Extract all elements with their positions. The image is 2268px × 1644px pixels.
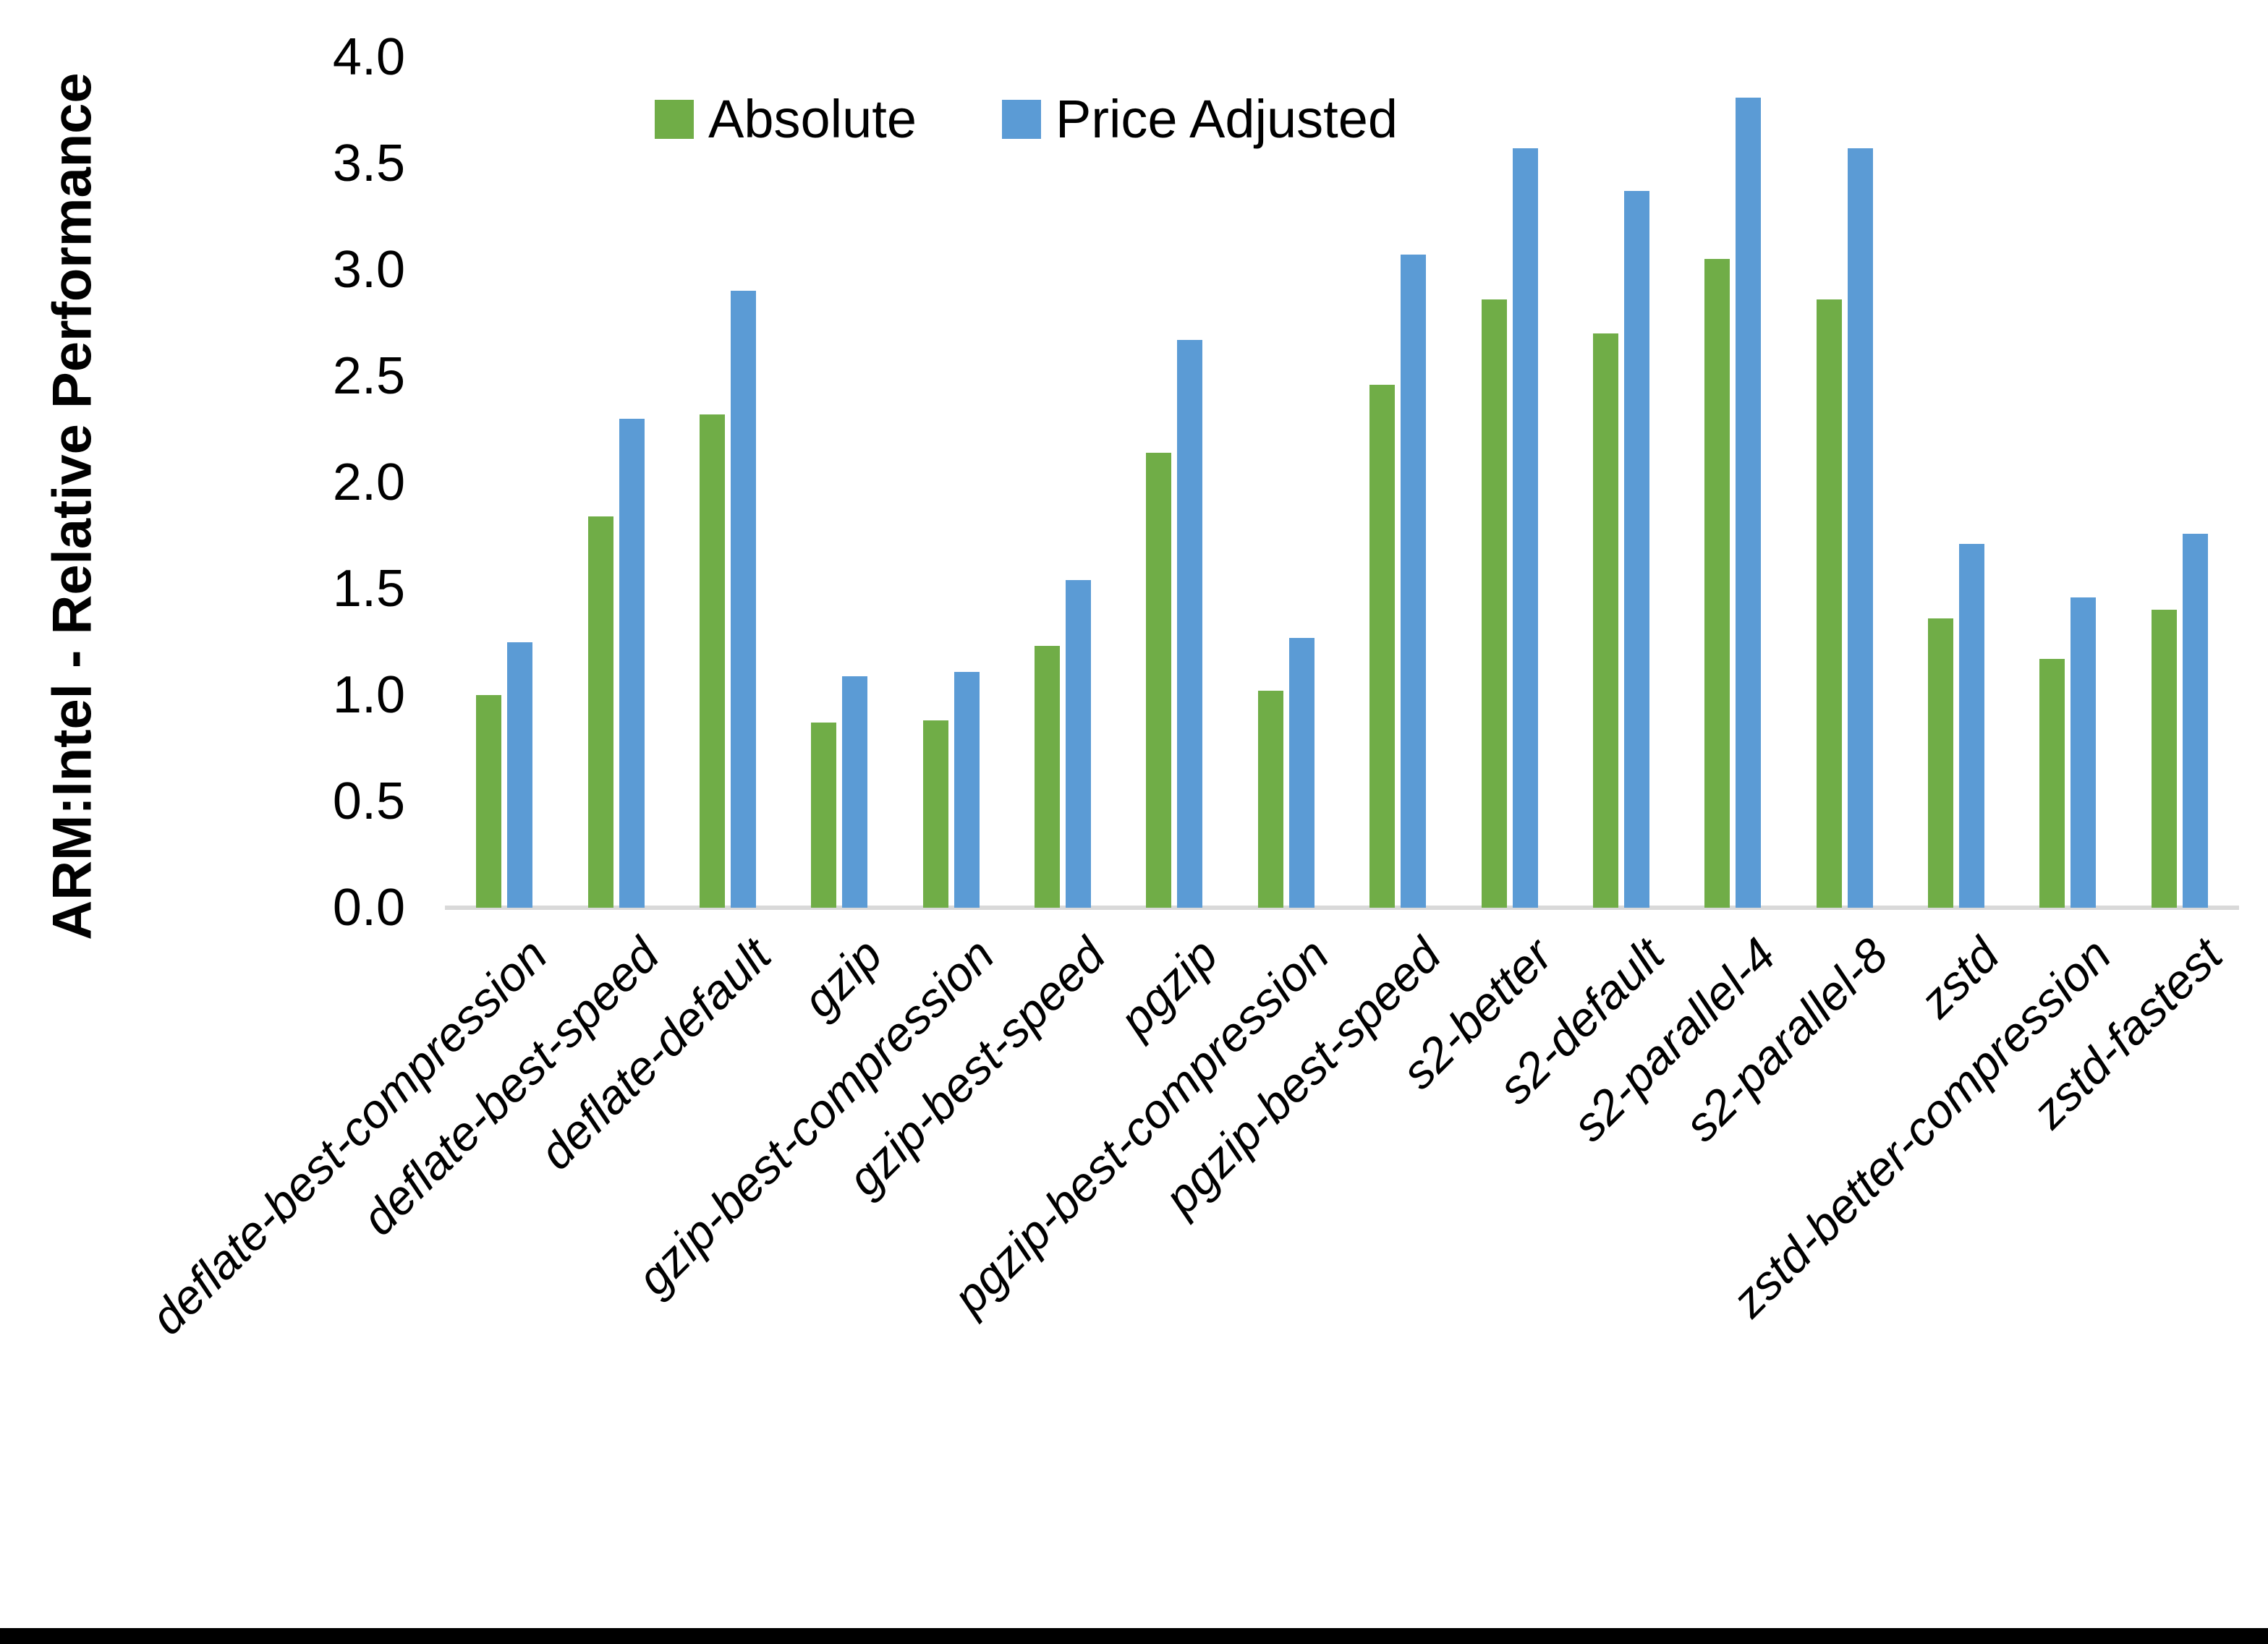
bar-absolute-zstd bbox=[1928, 618, 1954, 908]
legend-swatch-price-adjusted-icon bbox=[1001, 99, 1041, 139]
y-tick-label: 0.0 bbox=[332, 879, 405, 937]
legend-swatch-absolute-icon bbox=[655, 99, 694, 139]
bar-absolute-pgzip bbox=[1146, 452, 1172, 908]
x-axis-line bbox=[445, 906, 2239, 910]
legend-item-price-adjusted: Price Adjusted bbox=[1001, 88, 1398, 150]
legend-item-absolute: Absolute bbox=[655, 88, 917, 150]
y-tick-label: 0.5 bbox=[332, 772, 405, 830]
bar-price-adjusted-s2-default bbox=[1623, 191, 1649, 908]
bar-price-adjusted-s2-parallel-8 bbox=[1847, 148, 1873, 908]
legend-label-absolute: Absolute bbox=[708, 89, 917, 149]
bar-price-adjusted-pgzip bbox=[1177, 340, 1203, 908]
y-tick-label: 3.5 bbox=[332, 135, 405, 192]
bar-absolute-s2-parallel-4 bbox=[1704, 259, 1730, 908]
bar-absolute-deflate-best-speed bbox=[587, 516, 613, 908]
bar-price-adjusted-pgzip-best-speed bbox=[1401, 255, 1427, 908]
y-tick-label: 1.5 bbox=[332, 560, 405, 618]
bar-absolute-gzip-best-speed bbox=[1035, 646, 1061, 908]
bar-absolute-s2-parallel-8 bbox=[1816, 299, 1842, 908]
x-category-label: gzip bbox=[792, 927, 893, 1028]
bar-price-adjusted-zstd-better-compression bbox=[2070, 597, 2097, 908]
bar-price-adjusted-gzip-best-speed bbox=[1066, 580, 1092, 908]
bar-price-adjusted-pgzip-best-compression bbox=[1288, 637, 1314, 908]
bar-price-adjusted-s2-better bbox=[1512, 148, 1538, 908]
bar-price-adjusted-gzip bbox=[842, 676, 868, 908]
bar-price-adjusted-s2-parallel-4 bbox=[1736, 97, 1762, 908]
y-tick-label: 4.0 bbox=[332, 28, 405, 86]
bar-price-adjusted-gzip-best-compression bbox=[954, 671, 980, 908]
bar-absolute-zstd-better-compression bbox=[2039, 659, 2065, 908]
bar-absolute-s2-better bbox=[1481, 299, 1507, 908]
bar-absolute-gzip bbox=[811, 723, 837, 908]
bar-price-adjusted-deflate-best-compression bbox=[507, 642, 533, 908]
bar-price-adjusted-zstd-fastest bbox=[2182, 533, 2208, 908]
bar-absolute-gzip-best-compression bbox=[922, 720, 948, 908]
y-tick-label: 3.0 bbox=[332, 241, 405, 299]
bar-price-adjusted-deflate-best-speed bbox=[619, 418, 645, 908]
bar-absolute-deflate-default bbox=[699, 414, 725, 908]
bar-absolute-deflate-best-compression bbox=[476, 695, 502, 908]
bottom-border bbox=[0, 1628, 2268, 1644]
bar-absolute-zstd-fastest bbox=[2151, 610, 2177, 908]
y-tick-label: 2.5 bbox=[332, 347, 405, 405]
bar-absolute-pgzip-best-compression bbox=[1257, 691, 1283, 908]
bar-price-adjusted-zstd bbox=[1959, 544, 1985, 908]
y-tick-label: 1.0 bbox=[332, 666, 405, 724]
bar-absolute-pgzip-best-speed bbox=[1369, 384, 1396, 908]
y-tick-label: 2.0 bbox=[332, 453, 405, 511]
x-category-label: zstd bbox=[1909, 927, 2010, 1028]
legend: Absolute Price Adjusted bbox=[655, 88, 1398, 150]
legend-label-price-adjusted: Price Adjusted bbox=[1055, 89, 1398, 149]
bar-price-adjusted-deflate-default bbox=[730, 291, 756, 908]
bar-absolute-s2-default bbox=[1592, 333, 1618, 908]
y-axis-title: ARM:Intel - Relative Performance bbox=[41, 72, 103, 940]
